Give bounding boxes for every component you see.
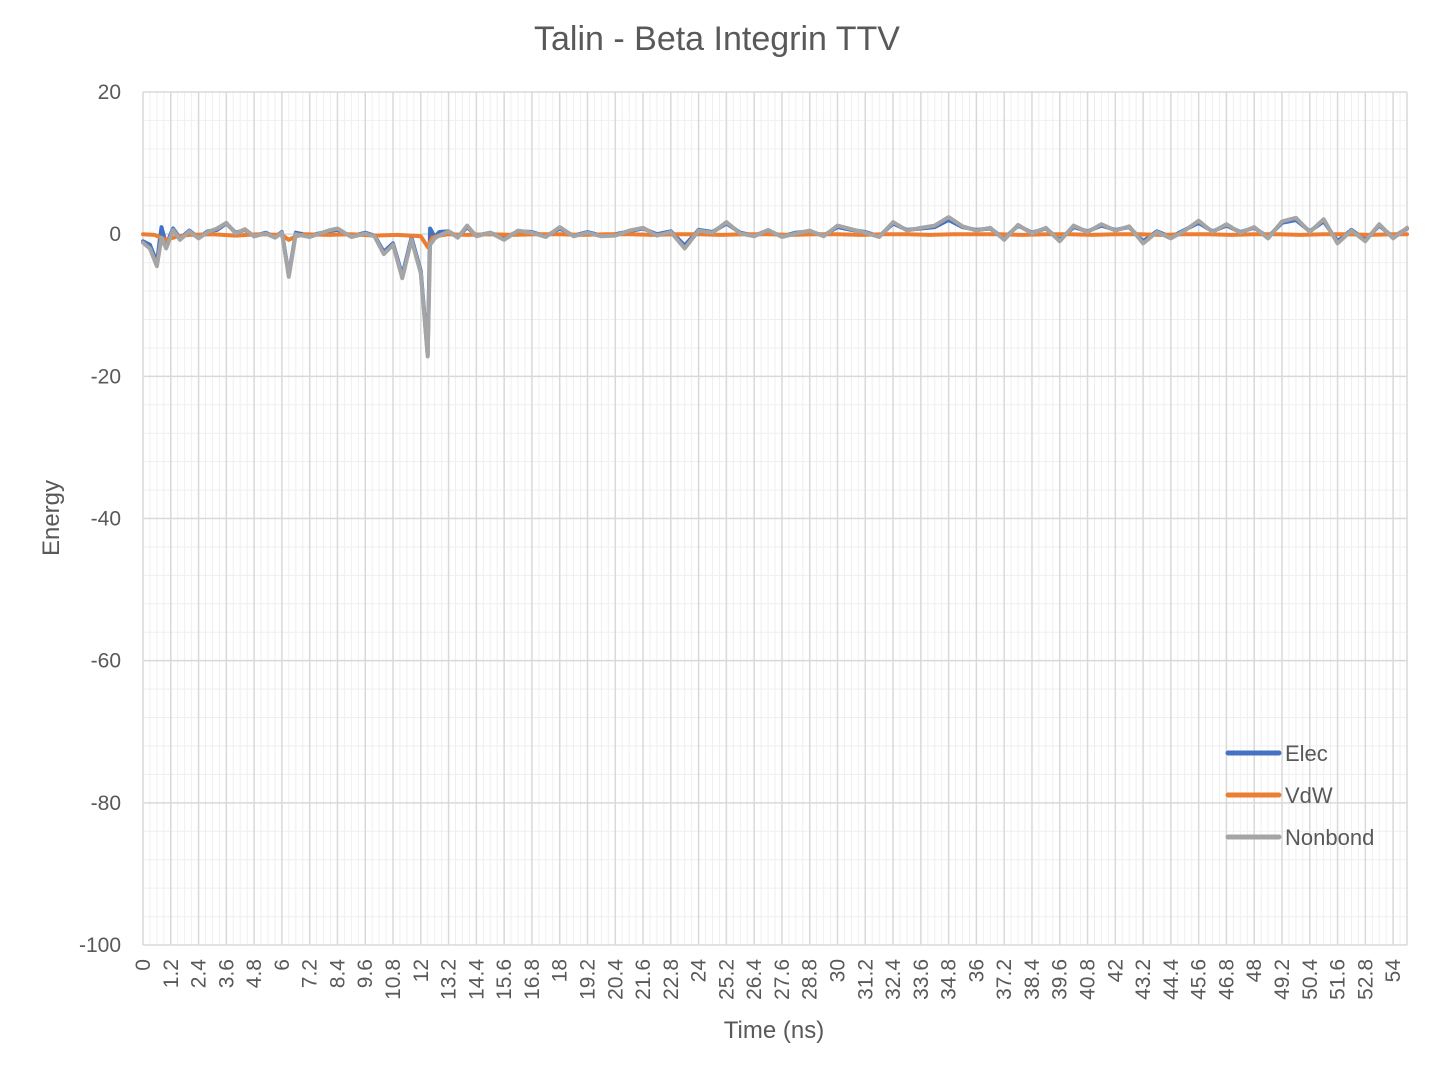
x-tick-label: 22.8 xyxy=(660,959,683,1000)
y-tick-label: -60 xyxy=(91,650,121,673)
x-tick-label: 46.8 xyxy=(1215,959,1238,1000)
x-tick-label: 18 xyxy=(549,959,572,982)
y-axis-label: Energy xyxy=(38,480,65,556)
x-tick-labels: 0 1.2 2.4 3.6 4.8 6 7.2 8.4 9.6 10.8 12 13.2 14.4 15.… xyxy=(132,959,1405,1000)
x-tick-label: 31.2 xyxy=(854,959,877,1000)
x-tick-label: 0 xyxy=(132,959,155,971)
x-tick-label: 14.4 xyxy=(465,959,488,1000)
series-line-nonbond xyxy=(141,215,1409,359)
x-tick-label: 42 xyxy=(1104,959,1127,982)
x-tick-label: 7.2 xyxy=(299,959,322,988)
x-tick-label: 45.6 xyxy=(1188,959,1211,1000)
x-tick-label: 36 xyxy=(965,959,988,982)
x-tick-label: 33.6 xyxy=(910,959,933,1000)
x-tick-label: 43.2 xyxy=(1132,959,1155,1000)
legend-label-nonbond: Nonbond xyxy=(1285,825,1374,850)
series-lines xyxy=(141,215,1409,359)
x-tick-label: 15.6 xyxy=(493,959,516,1000)
x-tick-label: 2.4 xyxy=(188,959,211,989)
x-tick-label: 48 xyxy=(1243,959,1266,982)
x-tick-label: 1.2 xyxy=(160,959,183,988)
legend-label-vdw: VdW xyxy=(1285,783,1333,808)
x-tick-label: 49.2 xyxy=(1271,959,1294,1000)
x-tick-label: 27.6 xyxy=(771,959,794,1000)
x-tick-label: 10.8 xyxy=(382,959,405,1000)
x-tick-label: 51.6 xyxy=(1327,959,1350,1000)
x-tick-label: 30 xyxy=(827,959,850,982)
x-tick-label: 13.2 xyxy=(438,959,461,1000)
x-tick-label: 6 xyxy=(271,959,294,971)
y-tick-label: 20 xyxy=(98,81,121,104)
x-axis-label: Time (ns) xyxy=(724,1017,824,1044)
x-tick-label: 4.8 xyxy=(243,959,266,988)
x-tick-label: 40.8 xyxy=(1077,959,1100,1000)
x-tick-label: 26.4 xyxy=(743,959,766,1000)
x-tick-label: 21.6 xyxy=(632,959,655,1000)
x-tick-label: 8.4 xyxy=(326,959,349,989)
x-tick-label: 12 xyxy=(410,959,433,982)
x-tick-label: 19.2 xyxy=(576,959,599,1000)
y-tick-label: 0 xyxy=(109,223,121,246)
y-tick-label: -40 xyxy=(91,508,121,531)
x-tick-label: 24 xyxy=(688,959,711,983)
y-tick-label: -100 xyxy=(79,934,121,957)
x-tick-label: 38.4 xyxy=(1021,959,1044,1000)
x-tick-label: 9.6 xyxy=(354,959,377,988)
chart-title: Talin - Beta Integrin TTV xyxy=(534,20,900,58)
x-tick-label: 52.8 xyxy=(1354,959,1377,1000)
x-tick-label: 50.4 xyxy=(1299,959,1322,1000)
y-tick-labels: 20 0 -20 -40 -60 -80 -100 xyxy=(79,81,121,957)
x-tick-label: 3.6 xyxy=(215,959,238,988)
legend: Elec VdW Nonbond xyxy=(1225,741,1374,850)
x-tick-label: 28.8 xyxy=(799,959,822,1000)
y-tick-label: -20 xyxy=(91,365,121,388)
x-tick-label: 20.4 xyxy=(604,959,627,1000)
x-tick-label: 54 xyxy=(1382,959,1405,983)
x-tick-label: 32.4 xyxy=(882,959,905,1000)
x-tick-label: 34.8 xyxy=(938,959,961,1000)
y-tick-label: -80 xyxy=(91,792,121,815)
x-tick-label: 39.6 xyxy=(1049,959,1072,1000)
legend-label-elec: Elec xyxy=(1285,741,1328,766)
x-tick-label: 37.2 xyxy=(993,959,1016,1000)
x-tick-label: 25.2 xyxy=(715,959,738,1000)
x-tick-label: 16.8 xyxy=(521,959,544,1000)
x-tick-label: 44.4 xyxy=(1160,959,1183,1000)
